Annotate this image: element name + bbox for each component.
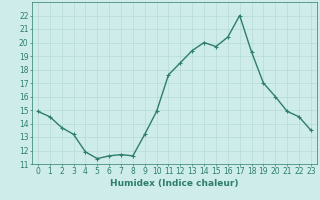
X-axis label: Humidex (Indice chaleur): Humidex (Indice chaleur) xyxy=(110,179,239,188)
